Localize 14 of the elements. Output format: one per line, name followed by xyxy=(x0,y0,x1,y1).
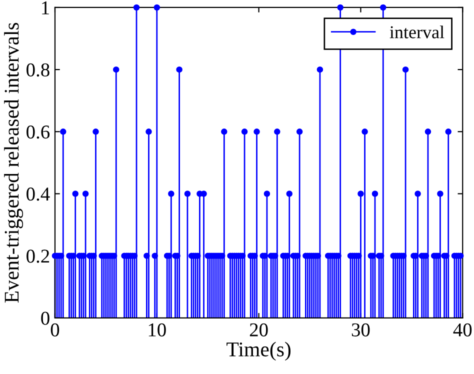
y-tick-label: 0.4 xyxy=(26,188,50,201)
y-axis-title: Event-triggered released intervals xyxy=(4,22,24,303)
y-tick-label: 1 xyxy=(42,1,49,14)
x-tick-label: 10 xyxy=(148,323,166,336)
x-tick-label: 0 xyxy=(50,323,60,336)
x-axis-title: Time(s) xyxy=(226,342,290,361)
x-tick-label: 20 xyxy=(250,323,268,336)
y-tick-label: 0 xyxy=(41,312,50,325)
y-tick-label: 0.2 xyxy=(26,250,50,263)
x-tick-label: 40 xyxy=(453,323,472,336)
x-tick-label: 30 xyxy=(352,323,370,336)
y-tick-label: 0.8 xyxy=(26,63,50,77)
y-tick-label: 0.6 xyxy=(26,125,50,139)
legend-label: interval xyxy=(390,26,444,38)
